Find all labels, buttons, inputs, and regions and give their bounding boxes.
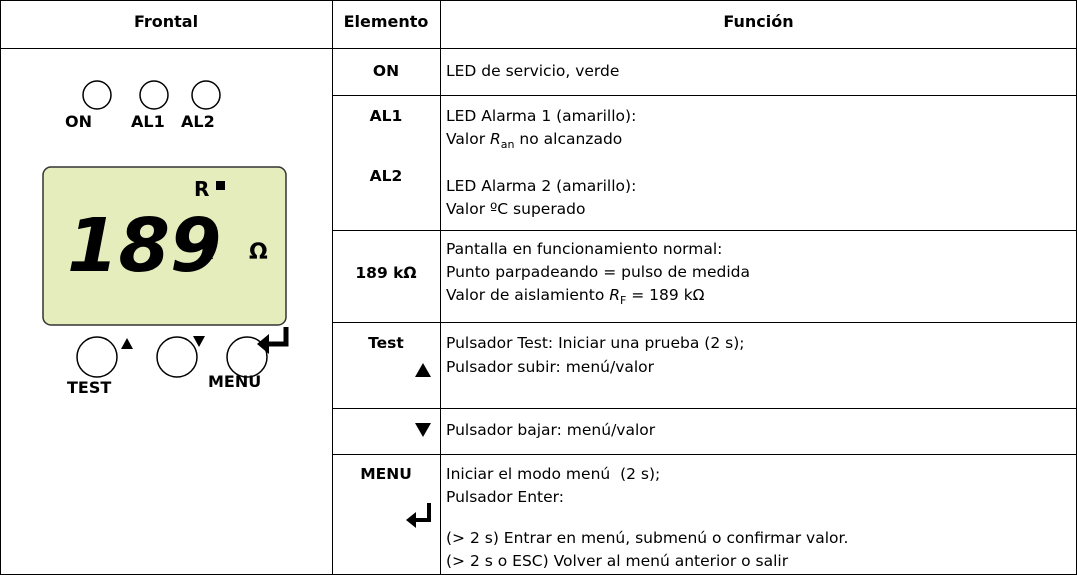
button-label: TEST xyxy=(67,378,111,397)
button-label: MENU xyxy=(208,372,261,391)
enter-icon xyxy=(406,512,416,528)
down-icon xyxy=(415,423,431,437)
led-label: AL1 xyxy=(131,112,165,131)
element: Test xyxy=(368,334,404,352)
var: R xyxy=(490,130,501,148)
header: Elemento xyxy=(343,12,429,31)
button xyxy=(226,336,268,378)
function: Punto parpadeando = pulso de medida xyxy=(446,263,750,281)
element: 189 kΩ xyxy=(355,264,417,282)
led xyxy=(139,80,169,110)
border xyxy=(332,95,1077,96)
front-panel: ON AL1 AL2 R 189 k Ω TEST MENU xyxy=(42,80,289,397)
element: AL2 xyxy=(369,167,403,185)
element: MENU xyxy=(360,465,412,483)
icons xyxy=(406,363,431,528)
function: Pulsador Enter: xyxy=(446,488,564,506)
function: LED de servicio, verde xyxy=(446,62,620,80)
element: ON xyxy=(372,62,400,80)
function: Pulsador subir: menú/valor xyxy=(446,358,655,376)
border xyxy=(332,408,1077,409)
border xyxy=(332,322,1077,323)
enter-icon xyxy=(412,503,431,522)
function: Pulsador Test: Iniciar una prueba (2 s); xyxy=(446,334,745,352)
text: no alcanzado xyxy=(514,130,623,148)
function: Iniciar el modo menú (2 s); xyxy=(446,465,661,483)
border xyxy=(332,0,333,575)
element: AL1 xyxy=(369,107,403,125)
border xyxy=(440,0,441,575)
enter-icon xyxy=(257,334,269,354)
function: (> 2 s o ESC) Volver al menú anterior o … xyxy=(446,552,789,570)
function: Pantalla en funcionamiento normal: xyxy=(446,240,723,258)
function: LED Alarma 2 (amarillo): xyxy=(446,177,637,195)
lcd-dot xyxy=(216,181,225,190)
up-icon xyxy=(415,363,431,377)
function: LED Alarma 1 (amarillo): xyxy=(446,107,637,125)
led-label: AL2 xyxy=(181,112,215,131)
border xyxy=(332,230,1077,231)
lcd-indicator: R xyxy=(194,177,209,201)
lcd-reading: 189 xyxy=(67,203,221,289)
var: R xyxy=(609,286,621,304)
button xyxy=(76,336,118,378)
led-label: ON xyxy=(65,112,92,131)
lcd xyxy=(42,166,287,326)
led xyxy=(82,80,112,110)
up-icon xyxy=(121,338,133,349)
function: Valor Ran no alcanzado xyxy=(446,130,622,151)
border xyxy=(0,0,1,575)
function: (> 2 s) Entrar en menú, submenú o confir… xyxy=(446,529,849,547)
lcd-unit: Ω xyxy=(249,240,268,265)
sub: an xyxy=(500,138,515,151)
function: Valor de aislamiento RF = 189 kΩ xyxy=(446,286,705,307)
enter-icon xyxy=(267,327,289,347)
header: Función xyxy=(723,12,794,31)
function: Pulsador bajar: menú/valor xyxy=(446,421,656,439)
border xyxy=(332,454,1077,455)
text: = 189 kΩ xyxy=(626,286,705,304)
header: Frontal xyxy=(133,12,199,31)
down-icon xyxy=(193,336,205,347)
border xyxy=(0,0,1077,1)
text: Valor xyxy=(446,130,490,148)
button xyxy=(156,336,198,378)
border xyxy=(0,48,1077,49)
led xyxy=(191,80,221,110)
function: Valor ºC superado xyxy=(446,200,586,218)
lcd-unit-prefix: k xyxy=(201,243,214,264)
sub: F xyxy=(620,294,627,307)
text: Valor de aislamiento xyxy=(446,286,610,304)
